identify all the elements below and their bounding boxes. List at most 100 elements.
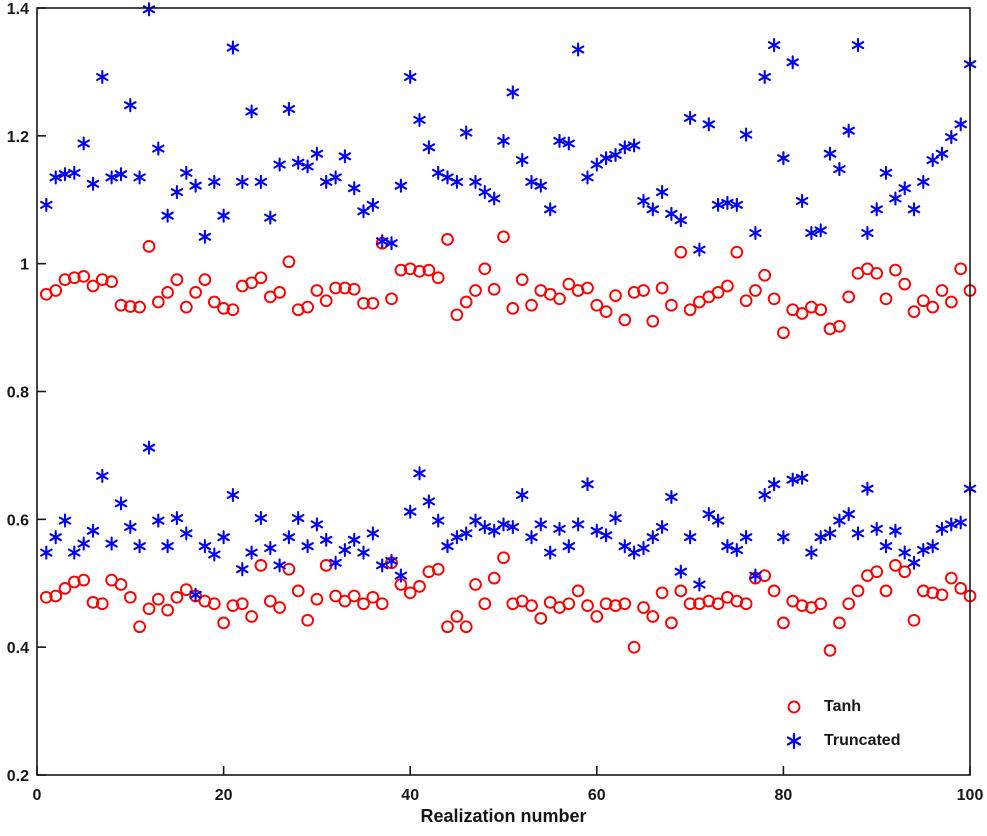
truncated-point xyxy=(338,149,352,164)
tanh-point xyxy=(879,292,893,306)
tanh-point xyxy=(329,281,342,295)
truncated-point xyxy=(77,136,90,151)
tanh-point xyxy=(86,279,100,293)
truncated-point xyxy=(422,494,436,509)
tanh-point xyxy=(842,597,856,611)
truncated-point xyxy=(86,176,100,191)
tanh-point xyxy=(627,286,641,299)
truncated-point xyxy=(805,545,818,560)
truncated-point xyxy=(777,530,790,545)
truncated-point xyxy=(861,225,874,241)
truncated-point xyxy=(655,519,669,535)
truncated-point xyxy=(301,539,314,554)
tanh-point xyxy=(665,298,678,312)
truncated-point xyxy=(851,38,865,53)
tanh-point xyxy=(133,620,146,634)
tanh-point xyxy=(534,612,548,625)
tanh-point xyxy=(739,294,753,308)
truncated-point xyxy=(422,140,436,155)
truncated-point xyxy=(254,511,268,526)
truncated-point xyxy=(459,125,473,140)
tanh-point xyxy=(161,286,174,299)
truncated-point xyxy=(581,477,594,492)
truncated-point xyxy=(637,541,650,556)
truncated-point xyxy=(543,545,557,560)
truncated-point xyxy=(525,530,538,545)
truncated-point xyxy=(478,519,492,535)
truncated-point xyxy=(133,170,146,185)
tanh-point xyxy=(889,559,902,572)
truncated-point xyxy=(450,174,464,189)
truncated-point xyxy=(842,123,855,138)
truncated-point xyxy=(954,515,967,530)
truncated-point xyxy=(273,558,286,573)
truncated-point xyxy=(49,530,62,545)
truncated-point xyxy=(945,130,958,145)
truncated-point xyxy=(823,146,837,161)
tanh-point xyxy=(207,597,221,611)
truncated-point xyxy=(730,197,744,212)
truncated-point xyxy=(646,530,660,545)
y-tick-label: 1 xyxy=(20,257,29,274)
tanh-point xyxy=(338,281,352,295)
truncated-point xyxy=(478,185,492,200)
truncated-point xyxy=(319,532,333,547)
x-tick-label: 100 xyxy=(957,787,984,804)
truncated-point xyxy=(366,197,380,212)
truncated-point xyxy=(189,587,202,602)
truncated-point xyxy=(170,185,184,200)
truncated-point xyxy=(217,208,230,223)
tanh-point xyxy=(67,575,81,589)
y-tick-label: 0.8 xyxy=(7,385,29,402)
tanh-point xyxy=(245,276,258,290)
truncated-point xyxy=(889,191,902,206)
tanh-point xyxy=(851,584,865,598)
tanh-point xyxy=(618,313,632,327)
truncated-point xyxy=(786,55,799,70)
tanh-point xyxy=(273,286,286,299)
truncated-point xyxy=(721,195,734,210)
truncated-point xyxy=(758,69,771,85)
truncated-point xyxy=(879,165,893,180)
truncated-point xyxy=(805,225,818,241)
tanh-point xyxy=(217,616,230,630)
tanh-point xyxy=(553,292,566,306)
tanh-point xyxy=(67,271,81,285)
truncated-point xyxy=(833,513,846,528)
truncated-point xyxy=(366,526,380,541)
tanh-point xyxy=(898,565,912,579)
tanh-point xyxy=(711,597,725,611)
truncated-point xyxy=(77,536,90,551)
tanh-point xyxy=(469,284,482,297)
tanh-point xyxy=(170,273,184,286)
tanh-point xyxy=(329,589,342,603)
tanh-point xyxy=(179,583,193,596)
tanh-series xyxy=(39,230,977,657)
x-axis-label: Realization number xyxy=(420,806,586,826)
tanh-point xyxy=(916,584,930,598)
truncated-point xyxy=(515,153,529,168)
truncated-point xyxy=(693,577,706,592)
truncated-point xyxy=(114,167,128,182)
truncated-point xyxy=(767,477,781,492)
truncated-point xyxy=(926,153,939,168)
tanh-point xyxy=(263,594,277,608)
truncated-point xyxy=(795,193,809,209)
truncated-point xyxy=(739,530,753,545)
tanh-point xyxy=(254,559,268,572)
truncated-point xyxy=(693,242,706,257)
truncated-point xyxy=(413,112,426,127)
truncated-point xyxy=(68,545,81,560)
tanh-point xyxy=(450,610,464,623)
tanh-point xyxy=(319,294,333,308)
legend[interactable]: Tanh Truncated xyxy=(780,692,900,756)
truncated-point xyxy=(469,513,482,528)
truncated-point xyxy=(394,568,408,583)
truncated-point xyxy=(758,487,771,503)
x-tick-label: 20 xyxy=(215,787,233,804)
tanh-point xyxy=(459,620,473,634)
truncated-point xyxy=(497,133,510,148)
tanh-point xyxy=(273,601,286,614)
truncated-point xyxy=(198,539,212,554)
